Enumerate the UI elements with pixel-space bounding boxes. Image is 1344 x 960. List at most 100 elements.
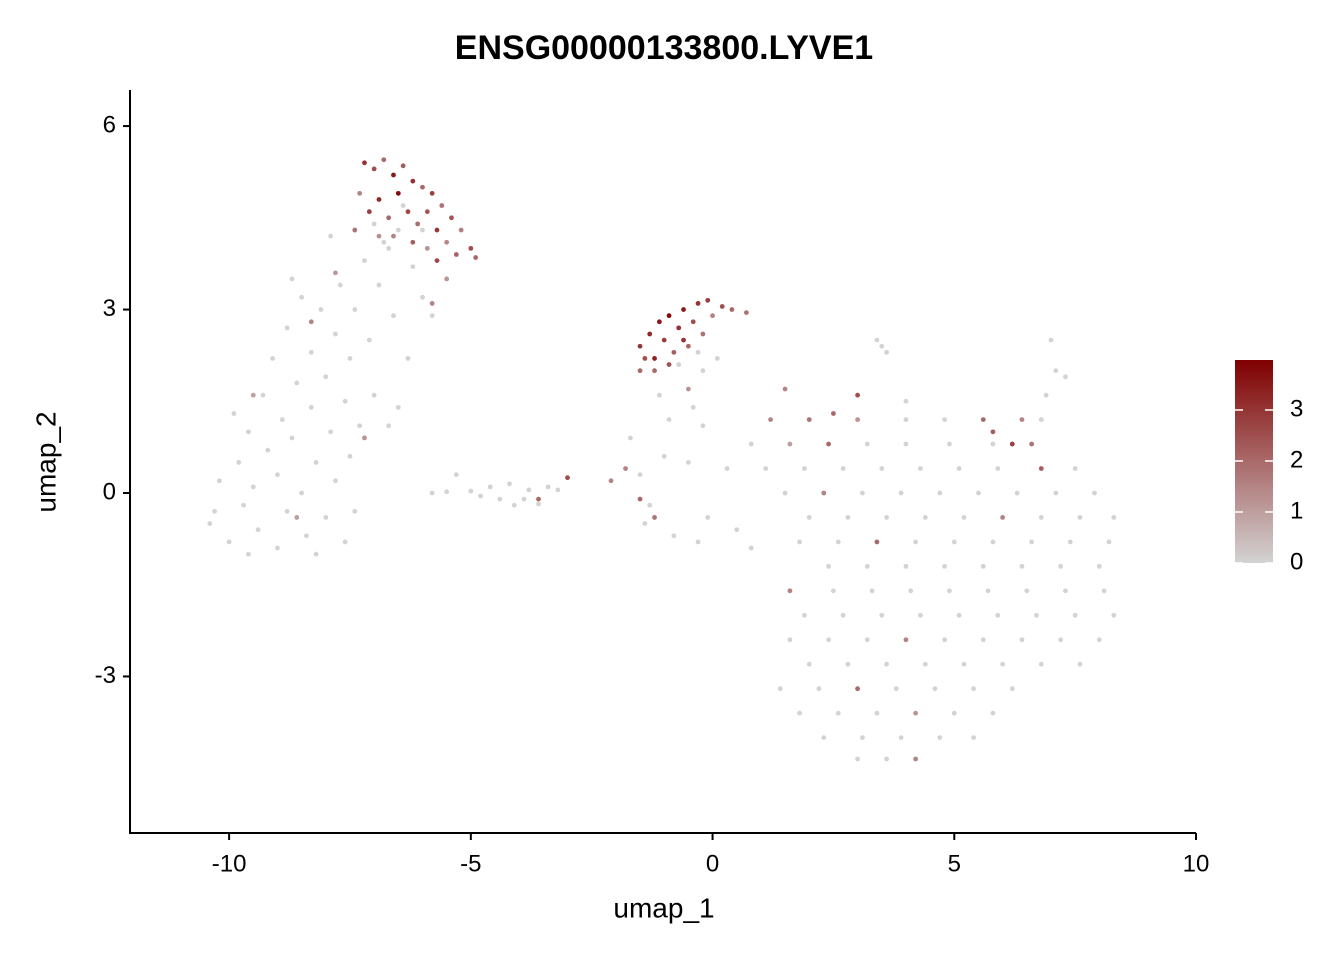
cell-point	[652, 515, 657, 520]
cell-point	[884, 661, 889, 667]
cell-point	[971, 686, 977, 692]
cell-point	[1063, 588, 1068, 594]
cell-point	[328, 429, 334, 435]
cell-point	[647, 502, 653, 508]
cell-point	[217, 478, 222, 484]
cell-point	[980, 637, 986, 643]
cell-point	[661, 453, 667, 459]
cell-point	[1009, 441, 1015, 447]
cell-point	[1014, 490, 1020, 496]
cell-point	[357, 190, 363, 196]
cell-point	[922, 661, 928, 667]
cell-point	[1072, 466, 1078, 471]
cell-point	[990, 429, 996, 435]
cell-point	[497, 496, 503, 502]
cell-point	[874, 337, 880, 343]
cell-point	[623, 466, 628, 471]
cell-point	[284, 325, 290, 331]
cell-point	[980, 563, 986, 569]
cell-point	[990, 539, 996, 545]
cell-point	[652, 356, 657, 361]
cell-point	[627, 435, 633, 441]
cell-point	[685, 386, 691, 392]
cell-point	[893, 686, 899, 692]
cell-point	[676, 362, 682, 367]
cell-point	[671, 349, 677, 355]
cell-point	[362, 160, 367, 166]
cell-point	[246, 429, 251, 435]
cell-point	[734, 527, 740, 533]
cell-point	[1038, 661, 1044, 667]
cell-point	[782, 490, 788, 496]
cell-point	[565, 475, 570, 481]
cell-point	[797, 539, 802, 545]
cell-point	[869, 588, 875, 594]
cell-point	[275, 472, 280, 478]
cell-point	[826, 637, 831, 643]
cell-point	[874, 539, 880, 545]
cell-point	[308, 349, 314, 355]
cell-point	[855, 686, 860, 692]
colorbar-tick-label: 2	[1290, 446, 1303, 473]
cell-point	[386, 423, 392, 429]
cell-point	[1058, 637, 1064, 643]
cell-point	[700, 368, 706, 374]
cell-point	[647, 331, 653, 337]
cell-point	[323, 515, 329, 520]
cell-point	[1053, 368, 1059, 374]
y-tick-label: 6	[103, 111, 116, 138]
cell-point	[478, 493, 483, 499]
cell-point	[395, 404, 401, 410]
cell-point	[429, 313, 435, 319]
cell-point	[782, 386, 788, 392]
cell-point	[391, 172, 396, 178]
cell-point	[299, 490, 305, 496]
cell-point	[903, 563, 909, 569]
y-tick-label: 0	[103, 478, 116, 505]
cell-point	[212, 508, 218, 514]
cell-point	[642, 356, 648, 361]
cell-point	[376, 282, 382, 288]
cell-point	[371, 392, 377, 398]
cell-point	[294, 515, 300, 520]
cell-point	[908, 588, 914, 594]
cell-point	[337, 282, 343, 288]
cell-point	[1096, 563, 1102, 569]
cell-point	[318, 307, 324, 312]
cell-point	[903, 441, 909, 447]
cell-point	[942, 637, 948, 643]
cell-point	[275, 545, 280, 551]
cell-point	[956, 612, 962, 618]
cell-point	[429, 301, 435, 306]
cell-point	[656, 319, 662, 325]
cell-point	[362, 258, 367, 264]
cell-point	[473, 255, 479, 260]
cell-point	[376, 233, 382, 239]
cell-point	[637, 343, 643, 349]
cell-point	[429, 490, 435, 496]
cell-point	[879, 466, 885, 471]
cell-point	[652, 368, 657, 374]
cell-point	[676, 325, 682, 331]
cell-point	[937, 490, 943, 496]
cell-point	[845, 661, 851, 667]
cell-point	[250, 392, 256, 398]
cell-point	[207, 521, 213, 526]
cell-point	[511, 502, 517, 508]
cell-point	[913, 710, 919, 716]
x-tick-label: 5	[948, 850, 961, 877]
cell-point	[922, 515, 928, 520]
cell-point	[313, 551, 319, 557]
cell-point	[342, 539, 348, 545]
cell-point	[371, 166, 377, 172]
cell-point	[1029, 441, 1035, 447]
cell-point	[545, 484, 551, 490]
cell-point	[308, 404, 314, 410]
cell-point	[705, 297, 711, 303]
cell-point	[444, 239, 450, 245]
cell-point	[700, 331, 706, 337]
cell-point	[400, 203, 406, 208]
cell-point	[342, 398, 348, 404]
cell-point	[666, 313, 672, 319]
cell-point	[313, 460, 319, 465]
